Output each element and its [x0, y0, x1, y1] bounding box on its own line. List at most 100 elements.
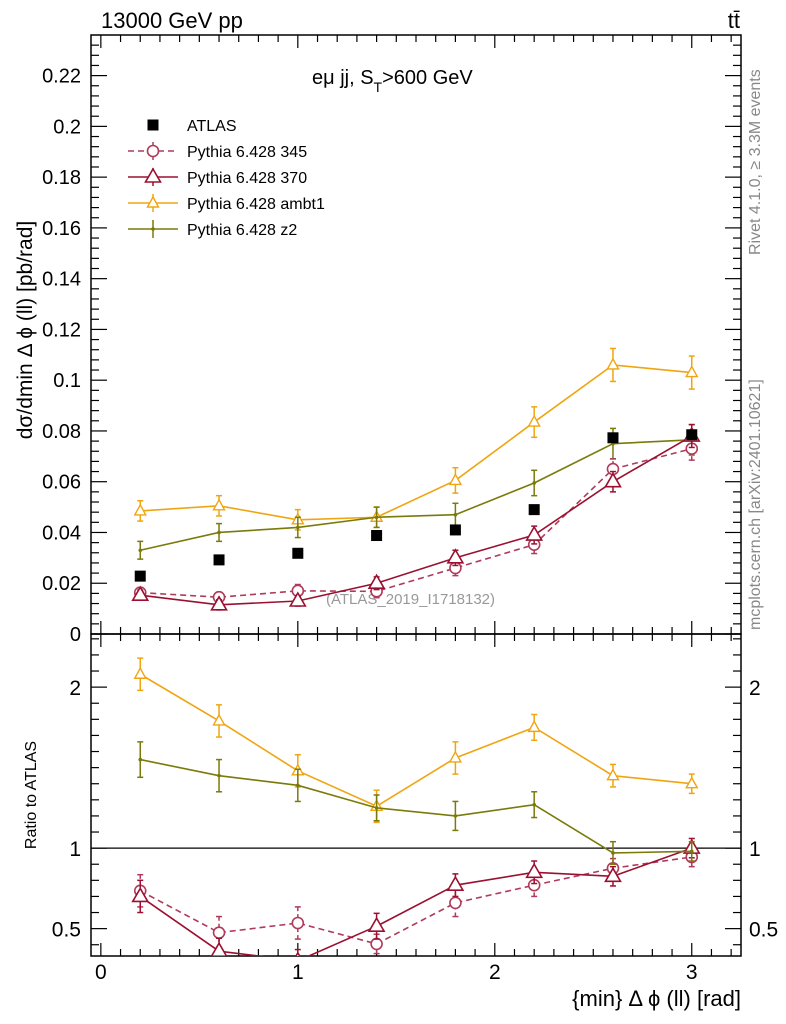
main-data-point [607, 432, 619, 444]
legend: ATLAS Pythia 6.428 345 Pythia 6.428 370 Pyt… [128, 118, 325, 239]
legend-label: Pythia 6.428 ambt1 [187, 196, 325, 213]
ratio-data-point [532, 802, 536, 807]
main-series-line [140, 435, 693, 606]
ratio-data-point [374, 806, 379, 810]
main-y-tick-label: 0.14 [42, 269, 81, 291]
ratio-data-point [212, 713, 226, 726]
main-data-point [532, 481, 536, 485]
energy-label: 13000 GeV pp [101, 8, 243, 33]
main-y-tick-label: 0.1 [53, 370, 81, 392]
ratio-panel: 0.5 0.5 1 1 2 2 0 1 2 3 Ratio to ATLAS {min} Δ ϕ… [23, 633, 778, 1011]
main-series-line [140, 447, 692, 598]
process-label: tt̄ [728, 8, 740, 33]
main-series [134, 429, 698, 582]
main-data-point [528, 504, 540, 516]
ratio-data-point [131, 886, 150, 903]
main-y-axis-label: dσ/dmin Δ ϕ (ll) [pb/rad] [14, 221, 37, 440]
ratio-data-point [367, 916, 386, 933]
x-tick-label: 0 [95, 961, 107, 984]
ratio-y-tick-label: 0.5 [52, 919, 81, 942]
legend-entry: Pythia 6.428 z2 [128, 220, 297, 239]
main-x-axis-ticks [100, 35, 732, 634]
main-data-point [367, 573, 386, 590]
main-data-point [604, 472, 622, 488]
legend-entry: Pythia 6.428 370 [128, 167, 307, 187]
ratio-data-point [604, 866, 622, 883]
main-data-point [446, 548, 465, 564]
plot-title-subscript: T [374, 79, 383, 95]
main-data-point [288, 591, 307, 607]
plot-title-tail: >600 GeV [382, 67, 473, 89]
main-data-point [449, 524, 461, 536]
ratio-series-layer [91, 657, 741, 956]
ratio-data-point [296, 783, 300, 788]
main-series-line [140, 439, 692, 552]
main-data-point [371, 530, 383, 542]
main-series-line [140, 364, 692, 521]
ratio-data-point [212, 926, 226, 939]
analysis-watermark: (ATLAS_2019_I1718132) [326, 591, 495, 608]
ratio-data-point [291, 916, 305, 930]
ratio-plot-frame [90, 633, 742, 957]
legend-label: Pythia 6.428 z2 [187, 222, 297, 239]
ratio-data-point [685, 776, 699, 789]
legend-entry: ATLAS [147, 118, 237, 135]
ratio-y-tick-label-right: 2 [749, 677, 761, 700]
ratio-x-axis: 0 1 2 3 [95, 634, 732, 984]
main-data-point [527, 414, 541, 427]
ratio-y-tick-label-right: 0.5 [749, 919, 778, 942]
ratio-series-line [139, 673, 692, 808]
main-y-tick-label: 0.04 [42, 522, 81, 544]
legend-marker [147, 119, 159, 131]
legend-marker [146, 144, 160, 158]
main-data-point [374, 515, 379, 520]
main-y-tick-label: 0 [70, 624, 81, 646]
main-series [137, 423, 695, 560]
ratio-data-point [138, 757, 143, 762]
ratio-series-line [139, 847, 693, 956]
main-y-tick-label: 0.06 [42, 472, 81, 494]
main-data-point [453, 512, 458, 517]
main-data-point [212, 498, 226, 511]
plot-title-main: eμ jj, S [312, 67, 374, 89]
ratio-y-axis: 0.5 0.5 1 1 2 2 [52, 638, 778, 946]
main-series [131, 423, 701, 611]
ratio-data-point [295, 951, 301, 956]
ratio-data-point [453, 814, 458, 818]
main-y-axis: 0 0.02 0.04 0.06 0.08 0.1 0.12 0.14 0.16 0.18 0.2 0… [42, 44, 741, 646]
x-tick-label: 3 [686, 961, 698, 984]
plot-title: eμ jj, ST>600 GeV [312, 67, 473, 95]
main-y-tick-label: 0.08 [42, 421, 81, 443]
main-data-point [134, 570, 146, 582]
x-axis-label: {min} Δ ϕ (ll) [rad] [572, 986, 741, 1011]
legend-label: ATLAS [187, 118, 237, 135]
ratio-y-axis-label: Ratio to ATLAS [23, 741, 40, 849]
main-y-tick-label: 0.18 [42, 167, 81, 189]
main-data-point [210, 595, 228, 611]
ratio-data-point [133, 666, 147, 679]
main-data-point [685, 365, 699, 378]
main-y-tick-label: 0.02 [42, 573, 81, 595]
ratio-data-point [370, 937, 383, 951]
main-y-tick-label: 0.16 [42, 218, 81, 240]
main-data-point [131, 585, 150, 601]
ratio-data-point [446, 875, 465, 891]
legend-marker [146, 195, 160, 208]
ratio-data-point [217, 773, 221, 778]
main-y-tick-label: 0.2 [53, 116, 81, 138]
ratio-series-line [140, 758, 692, 854]
main-y-tick-label: 0.12 [42, 319, 81, 341]
ratio-data-point [606, 768, 620, 781]
legend-marker [144, 167, 162, 183]
main-data-point [292, 547, 304, 559]
ratio-data-point [689, 849, 694, 854]
main-data-point [138, 548, 143, 553]
main-data-point [525, 525, 544, 541]
ratio-series [137, 741, 695, 865]
ratio-data-point [611, 851, 615, 855]
ratio-series [133, 657, 699, 824]
ratio-y-tick-label: 2 [69, 677, 81, 700]
x-tick-label: 2 [489, 961, 501, 984]
ratio-y-tick-label: 1 [69, 838, 81, 861]
